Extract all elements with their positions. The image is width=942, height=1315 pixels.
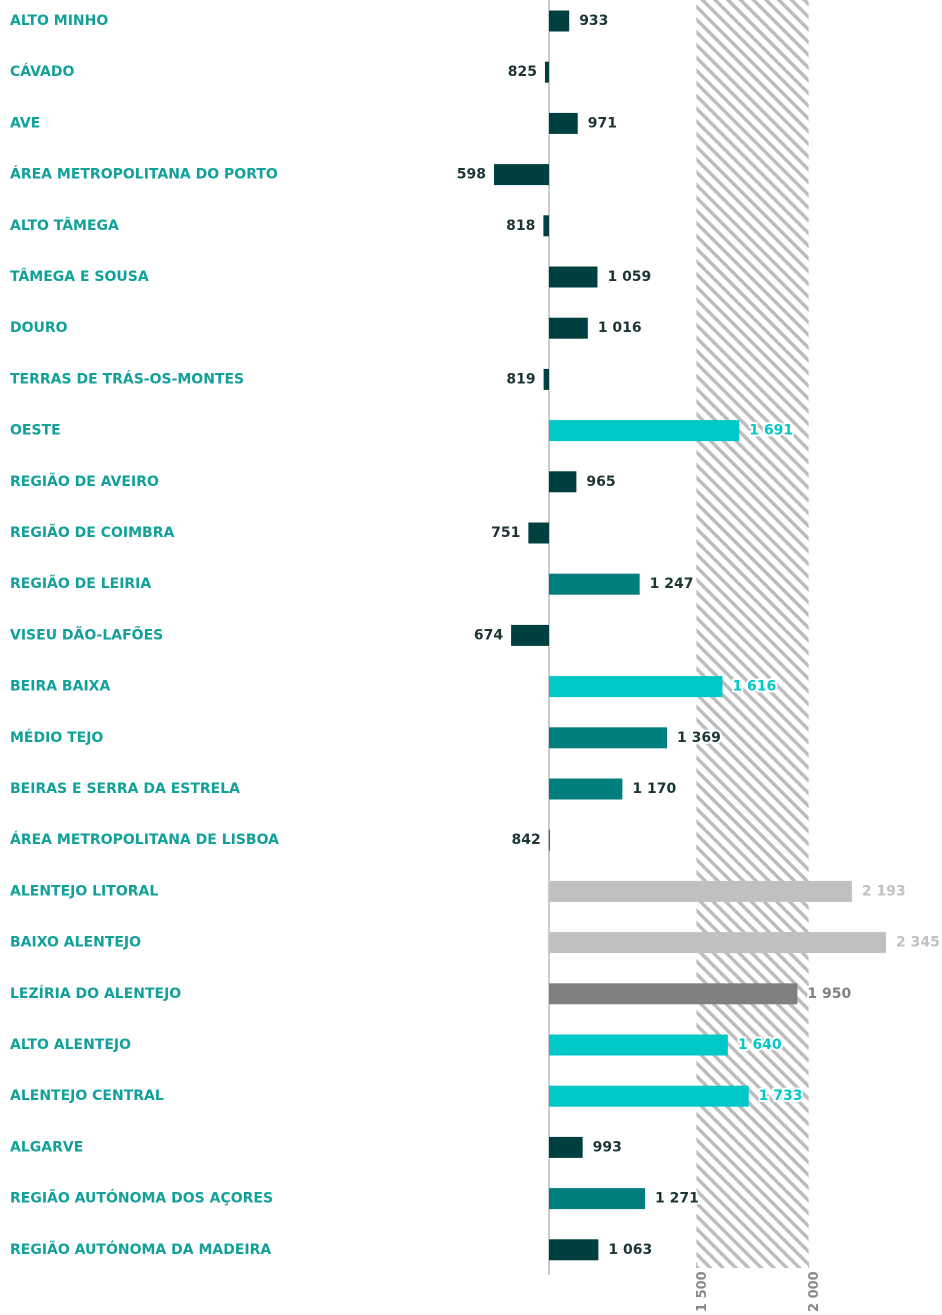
category-label: BAIXO ALENTEJO (10, 935, 141, 951)
value-label: 1 247 (650, 576, 694, 592)
category-label: VISEU DÃO-LAFÕES (10, 625, 163, 643)
category-label: ÁREA METROPOLITANA DO PORTO (10, 166, 278, 183)
value-label: 2 193 (862, 883, 906, 899)
value-label: 1 616 (732, 679, 776, 695)
bar (549, 1136, 583, 1158)
value-label: 674 (474, 627, 503, 643)
category-label: BEIRA BAIXA (10, 679, 110, 695)
bar (549, 778, 623, 800)
bar (549, 420, 740, 442)
bar (528, 522, 549, 544)
value-label: 971 (588, 115, 617, 131)
value-label: 1 170 (632, 781, 676, 797)
bar (549, 10, 570, 32)
category-label: MÉDIO TEJO (10, 729, 103, 746)
category-label: REGIÃO DE AVEIRO (10, 473, 159, 490)
value-label: 751 (491, 525, 520, 541)
value-label: 1 369 (677, 730, 721, 746)
category-label: TÂMEGA E SOUSA (10, 268, 149, 285)
x-tick-label: 2 000 (807, 1271, 822, 1312)
category-label: DOURO (10, 320, 68, 336)
value-label: 1 733 (759, 1088, 803, 1104)
bar (549, 1085, 749, 1107)
value-label: 819 (506, 371, 535, 387)
hatch-band (696, 0, 809, 1268)
category-label: ALENTEJO LITORAL (10, 883, 158, 899)
category-label: ALTO ALENTEJO (10, 1037, 131, 1053)
category-label: ALTO TÂMEGA (10, 217, 119, 234)
category-label: LEZÍRIA DO ALENTEJO (10, 985, 181, 1002)
bar (549, 880, 852, 902)
bar (549, 676, 723, 698)
category-label: ALTO MINHO (10, 13, 108, 29)
value-label: 842 (512, 832, 541, 848)
value-label: 1 059 (607, 269, 651, 285)
value-label: 818 (506, 218, 535, 234)
bar (543, 215, 549, 237)
bar (549, 983, 798, 1005)
value-label: 1 640 (738, 1037, 782, 1053)
value-label: 1 691 (749, 423, 793, 439)
bar (549, 317, 588, 339)
value-label: 965 (586, 474, 615, 490)
bar (549, 471, 577, 493)
value-label: 2 345 (896, 935, 940, 951)
bar (549, 1188, 646, 1210)
value-label: 1 016 (598, 320, 642, 336)
category-label: OESTE (10, 423, 61, 439)
category-label: TERRAS DE TRÁS-OS-MONTES (10, 370, 244, 387)
bar (549, 727, 668, 749)
category-label: BEIRAS E SERRA DA ESTRELA (10, 781, 240, 797)
bar (544, 61, 549, 83)
bar (549, 1034, 728, 1056)
bar (543, 368, 549, 390)
category-label: ÁREA METROPOLITANA DE LISBOA (10, 831, 279, 848)
category-label: ALENTEJO CENTRAL (10, 1088, 164, 1104)
bar (549, 932, 887, 954)
value-label: 1 063 (608, 1242, 652, 1258)
x-tick-label: 1 500 (695, 1271, 710, 1312)
bar (494, 164, 549, 186)
bar (549, 266, 598, 288)
category-label: REGIÃO DE COIMBRA (10, 524, 174, 541)
category-label: REGIÃO AUTÓNOMA DOS AÇORES (10, 1189, 273, 1207)
value-label: 933 (579, 13, 608, 29)
bar (549, 1239, 599, 1261)
value-label: 598 (457, 167, 486, 183)
category-label: ALGARVE (10, 1139, 83, 1155)
category-label: CÁVADO (10, 63, 75, 80)
value-label: 993 (593, 1139, 622, 1155)
category-label: AVE (10, 115, 40, 131)
category-label: REGIÃO DE LEIRIA (10, 575, 151, 592)
category-label: REGIÃO AUTÓNOMA DA MADEIRA (10, 1240, 271, 1258)
bar (511, 624, 549, 646)
value-label: 1 271 (655, 1191, 699, 1207)
bar (548, 829, 550, 851)
bar (549, 112, 578, 134)
value-label: 1 950 (807, 986, 851, 1002)
bar (549, 573, 640, 595)
value-label: 825 (508, 64, 537, 80)
